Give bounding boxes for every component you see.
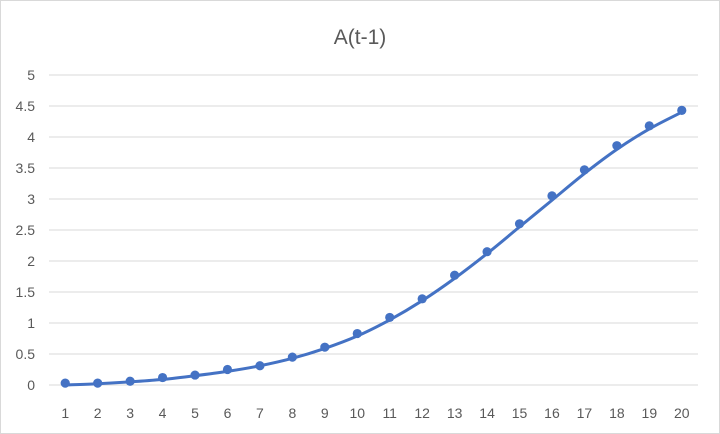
data-point (612, 141, 622, 151)
y-tick-label: 3.5 (16, 160, 36, 176)
x-tick-label: 14 (479, 405, 495, 421)
data-point (222, 364, 233, 375)
data-point (385, 312, 395, 323)
x-tick-label: 10 (349, 405, 365, 421)
x-tick-label: 13 (447, 405, 463, 421)
x-tick-label: 17 (577, 405, 593, 421)
x-axis-tick-labels: 1 2 3 4 5 6 7 8 9 10 11 12 13 14 15 16 17 18 19 20 (61, 405, 689, 421)
data-point (157, 372, 168, 383)
y-tick-label: 0 (27, 377, 35, 393)
data-point (644, 121, 654, 131)
y-axis-tick-labels: 0 0.5 1 1.5 2 2.5 3 3.5 4 4.5 5 (16, 67, 36, 393)
data-point (579, 165, 590, 175)
data-point (60, 378, 70, 388)
data-point (352, 328, 362, 339)
y-tick-label: 0.5 (16, 346, 36, 362)
data-point (450, 270, 460, 280)
data-point (190, 370, 200, 380)
y-tick-label: 5 (27, 67, 35, 83)
x-tick-label: 12 (414, 405, 430, 421)
data-point (547, 191, 557, 201)
y-tick-label: 4 (27, 129, 35, 145)
y-tick-label: 2.5 (16, 222, 36, 238)
y-tick-label: 3 (27, 191, 35, 207)
data-point (417, 294, 427, 304)
x-tick-label: 11 (382, 405, 397, 421)
x-tick-label: 7 (256, 405, 264, 421)
y-tick-label: 4.5 (16, 98, 36, 114)
data-point (93, 378, 103, 388)
x-tick-label: 15 (512, 405, 528, 421)
x-tick-label: 5 (191, 405, 199, 421)
data-point (482, 247, 492, 257)
data-point (255, 361, 265, 371)
x-tick-label: 16 (544, 405, 560, 421)
series-line (63, 110, 684, 387)
data-point (125, 376, 135, 386)
data-point (677, 105, 687, 115)
x-tick-label: 4 (159, 405, 167, 421)
x-tick-label: 3 (126, 405, 134, 421)
y-tick-label: 1.5 (16, 284, 36, 300)
x-tick-label: 18 (609, 405, 625, 421)
y-tick-label: 1 (27, 315, 35, 331)
x-tick-label: 2 (94, 405, 102, 421)
series-layer (60, 105, 687, 388)
y-tick-label: 2 (27, 253, 35, 269)
chart-title: A(t-1) (334, 26, 387, 49)
x-tick-label: 8 (288, 405, 296, 421)
data-point (320, 342, 330, 352)
data-point (287, 352, 297, 362)
x-tick-label: 1 (61, 405, 69, 421)
data-point (514, 219, 525, 229)
x-tick-label: 9 (321, 405, 329, 421)
x-tick-label: 20 (674, 405, 690, 421)
x-tick-label: 19 (642, 405, 658, 421)
x-tick-label: 6 (224, 405, 232, 421)
gridlines (49, 74, 698, 355)
